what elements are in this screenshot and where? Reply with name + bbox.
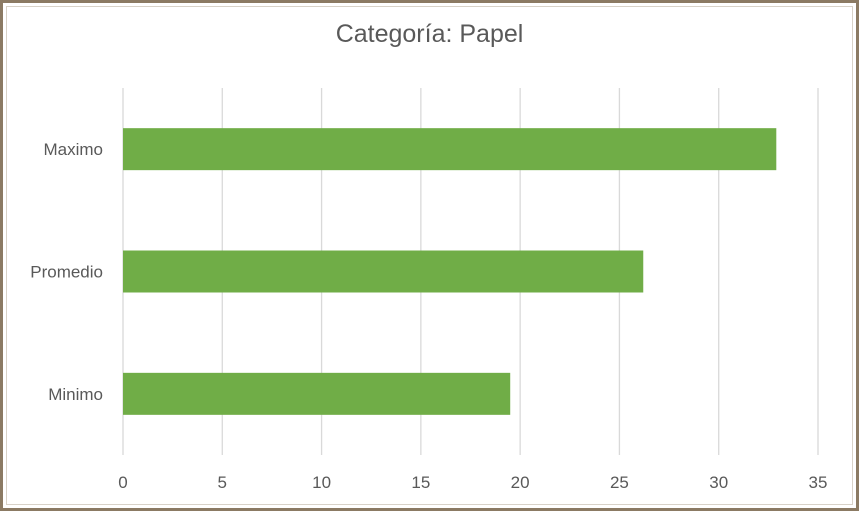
x-tick-label-15: 15 (411, 473, 430, 492)
x-tick-label-5: 5 (218, 473, 227, 492)
chart-frame-inner (6, 6, 853, 505)
x-tick-labels: 0 5 10 15 20 25 30 35 (118, 473, 827, 492)
bar-maximo (123, 128, 777, 171)
bars (123, 128, 777, 415)
x-tick-label-35: 35 (809, 473, 828, 492)
x-tick-label-10: 10 (312, 473, 331, 492)
bar-promedio (123, 250, 644, 293)
x-tick-label-0: 0 (118, 473, 127, 492)
x-tick-label-30: 30 (709, 473, 728, 492)
category-label-promedio: Promedio (30, 263, 103, 282)
x-tick-label-20: 20 (511, 473, 530, 492)
bar-minimo (123, 372, 511, 415)
x-tick-label-25: 25 (610, 473, 629, 492)
chart-title: Categoría: Papel (335, 20, 524, 48)
category-label-minimo: Minimo (48, 385, 103, 404)
category-label-maximo: Maximo (43, 140, 103, 159)
category-labels: Maximo Promedio Minimo (30, 140, 103, 404)
